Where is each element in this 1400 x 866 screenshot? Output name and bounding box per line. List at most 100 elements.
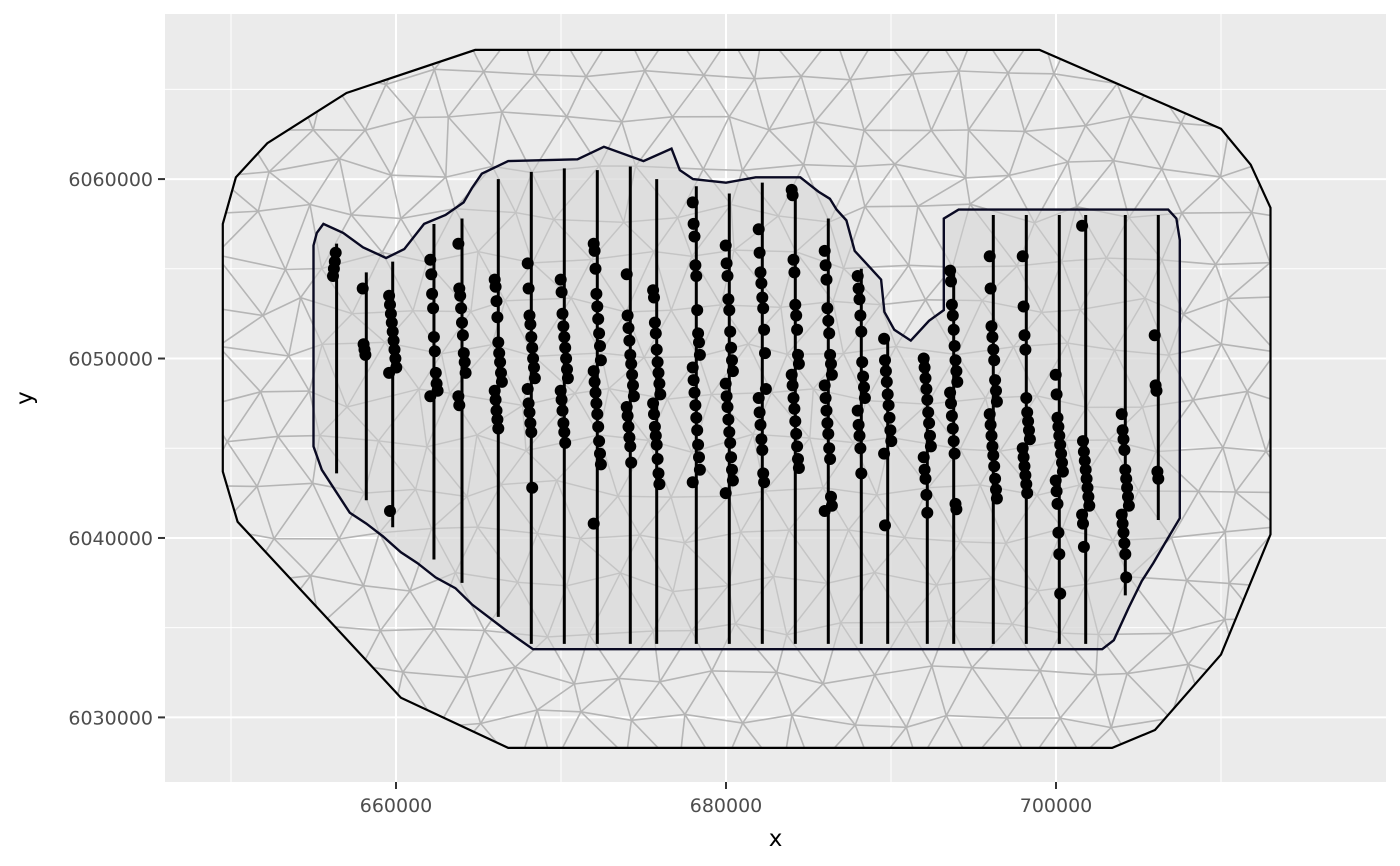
detection-point <box>692 438 705 451</box>
study-area-mesh-edge <box>866 400 928 405</box>
study-area-mesh-edge <box>313 297 353 315</box>
study-area-mesh-edge <box>1079 297 1146 311</box>
detection-point <box>1023 433 1036 446</box>
detection-point <box>1115 408 1128 421</box>
detection-point <box>1050 485 1063 498</box>
detection-point <box>689 259 702 272</box>
study-area-mesh-edge <box>547 634 590 638</box>
detection-point <box>1121 481 1134 494</box>
study-area-mesh-edge <box>531 146 568 173</box>
study-area-mesh-edge <box>990 577 1013 625</box>
study-area-mesh-edge <box>770 354 788 393</box>
study-area-mesh-edge <box>672 542 685 592</box>
detection-point <box>589 386 602 399</box>
mesh-edge <box>1059 717 1082 748</box>
mesh-edge <box>874 674 907 728</box>
study-area-mesh-edge <box>777 215 797 253</box>
study-area-mesh-edge <box>476 434 527 452</box>
mesh-edge <box>1171 633 1189 665</box>
mesh-edge <box>257 482 313 488</box>
mesh-edge <box>1130 115 1182 125</box>
detection-point <box>328 255 341 268</box>
study-area-mesh-edge <box>1061 261 1081 310</box>
study-area-mesh-edge <box>1067 342 1088 408</box>
detection-point <box>528 361 540 374</box>
detection-point <box>691 424 704 437</box>
detection-point <box>1053 429 1066 442</box>
study-area-mesh-edge <box>773 576 788 635</box>
detection-point <box>525 426 538 439</box>
detection-point <box>918 361 931 374</box>
mesh-edge <box>580 711 627 748</box>
detection-point <box>1023 424 1035 437</box>
study-area-mesh-edge <box>466 434 478 497</box>
study-area-mesh-edge <box>876 487 929 496</box>
study-area-mesh-edge <box>904 537 961 543</box>
study-area-mesh-edge <box>659 630 693 650</box>
detection-point <box>492 336 505 349</box>
detection-point <box>950 503 963 516</box>
study-area-mesh-edge <box>618 630 654 650</box>
mesh-edge <box>863 129 896 165</box>
detection-point <box>588 375 601 388</box>
detection-point <box>723 304 736 317</box>
detection-point <box>823 442 836 455</box>
mesh-edge <box>720 722 744 748</box>
detection-point <box>526 481 539 494</box>
mesh-edge <box>379 630 404 673</box>
mesh-edge <box>754 75 802 80</box>
mesh-edge <box>864 206 910 266</box>
study-area-mesh-edge <box>415 488 468 498</box>
mesh-edge <box>1126 663 1189 675</box>
mesh-edge <box>574 677 619 685</box>
mesh-edge <box>931 665 948 716</box>
mesh-edge <box>684 713 743 724</box>
detection-point <box>456 316 468 329</box>
y-tick-label: 6030000 <box>68 707 153 729</box>
detection-point <box>1077 517 1089 530</box>
detection-point <box>921 506 934 519</box>
detection-point <box>1021 406 1034 419</box>
detection-point <box>855 325 868 338</box>
study-area-mesh-edge <box>677 203 732 219</box>
detection-point <box>822 314 835 327</box>
mesh-edge <box>378 532 411 592</box>
detection-point <box>689 399 702 412</box>
y-axis-title: y <box>12 391 38 405</box>
study-area-mesh-edge <box>795 251 844 270</box>
study-area-mesh-edge <box>418 389 428 447</box>
detection-point <box>1019 469 1032 482</box>
detection-point <box>1080 472 1093 485</box>
mesh-edge <box>413 117 447 178</box>
mesh-edge <box>742 163 804 172</box>
detection-point <box>692 327 705 340</box>
detection-point <box>917 352 930 365</box>
mesh-edge <box>262 296 301 317</box>
detection-point <box>650 438 663 451</box>
study-area-mesh-edge <box>351 313 386 343</box>
detection-point <box>590 287 603 300</box>
mesh-edge <box>518 49 536 75</box>
study-area-mesh-edge <box>764 490 790 531</box>
mesh-edge <box>1007 49 1041 74</box>
detection-point <box>792 462 805 474</box>
detection-point <box>723 426 736 439</box>
mesh-edge <box>338 129 366 160</box>
mesh-edge <box>514 666 538 711</box>
detection-point <box>823 327 836 340</box>
mesh-edge <box>1219 176 1253 214</box>
detection-point <box>524 318 537 331</box>
study-area-mesh-edge <box>466 496 479 528</box>
study-area-mesh-edge <box>879 304 897 347</box>
detection-point <box>818 244 831 257</box>
mesh-edge <box>580 711 632 722</box>
study-area-mesh-edge <box>625 309 672 313</box>
detection-point <box>649 429 662 442</box>
detection-point <box>559 436 572 449</box>
mesh-edge <box>644 69 704 76</box>
detection-point <box>945 409 958 422</box>
mesh-edge <box>1181 176 1222 214</box>
mesh-edge <box>874 665 933 676</box>
study-area-mesh-edge <box>536 533 568 587</box>
detection-point <box>653 478 666 491</box>
